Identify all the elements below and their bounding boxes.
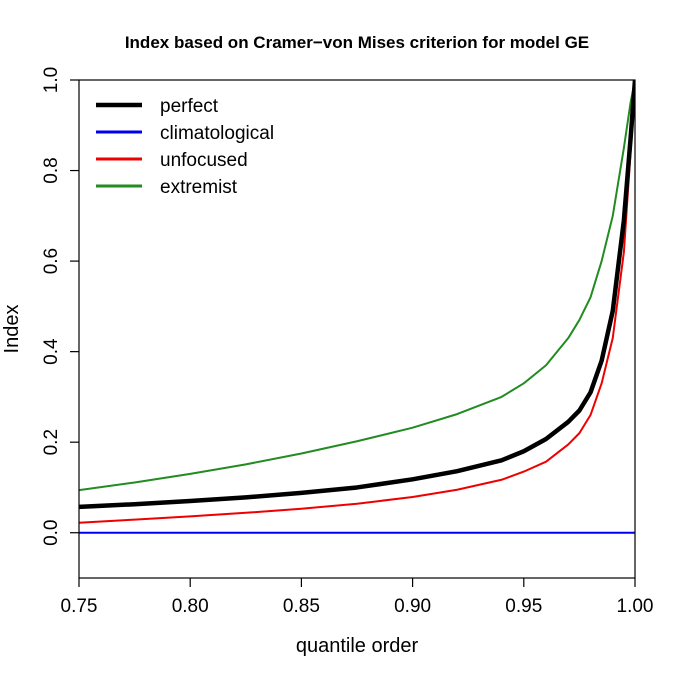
x-axis: 0.75 0.80 0.85 0.90 0.95 1.00	[61, 578, 654, 617]
x-axis-label: quantile order	[296, 635, 419, 657]
legend: perfect climatological unfocused extremist	[96, 96, 274, 198]
x-tick-label: 0.95	[505, 596, 542, 617]
legend-label-perfect: perfect	[160, 96, 219, 117]
y-tick-label: 0.2	[41, 429, 62, 455]
plot-area	[79, 80, 635, 534]
legend-label-climatological: climatological	[160, 123, 274, 144]
x-tick-label: 0.85	[283, 596, 320, 617]
y-axis: 0.0 0.2 0.4 0.6 0.8 1.0	[41, 67, 79, 546]
y-tick-label: 0.4	[41, 338, 62, 365]
chart-title: Index based on Cramer−von Mises criterio…	[125, 33, 589, 52]
x-tick-label: 0.75	[61, 596, 98, 617]
legend-label-extremist: extremist	[160, 177, 238, 198]
y-tick-label: 1.0	[41, 67, 62, 93]
x-tick-label: 1.00	[617, 596, 654, 617]
plot-frame	[78, 79, 636, 579]
y-axis-label: Index	[1, 305, 23, 354]
y-tick-label: 0.8	[41, 157, 62, 183]
series-line-extremist	[79, 80, 635, 492]
legend-label-unfocused: unfocused	[160, 150, 248, 171]
series-line-unfocused	[79, 80, 635, 524]
x-tick-label: 0.80	[172, 596, 209, 617]
series-line-perfect	[79, 80, 635, 510]
y-tick-label: 0.0	[41, 520, 62, 546]
y-tick-label: 0.6	[41, 248, 62, 274]
x-tick-label: 0.90	[394, 596, 431, 617]
